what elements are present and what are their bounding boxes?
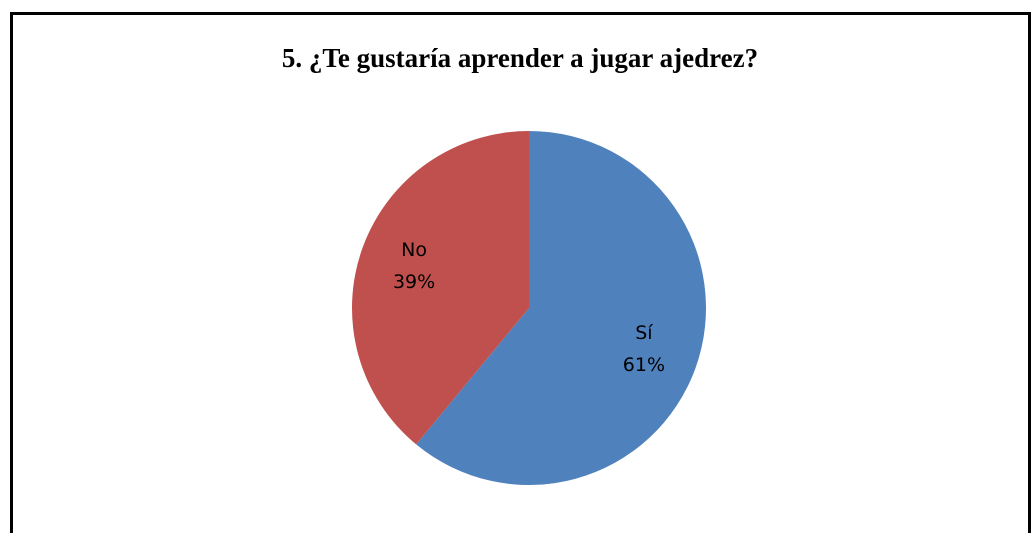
slice-category-label: No <box>401 239 427 261</box>
slice-value-label: 39% <box>393 271 435 293</box>
chart-title: 5. ¿Te gustaría aprender a jugar ajedrez… <box>282 43 758 73</box>
slice-category-label: Sí <box>635 322 653 344</box>
pie-slice <box>416 131 706 485</box>
pie-slice <box>352 131 529 445</box>
slice-value-label: 61% <box>623 354 665 376</box>
